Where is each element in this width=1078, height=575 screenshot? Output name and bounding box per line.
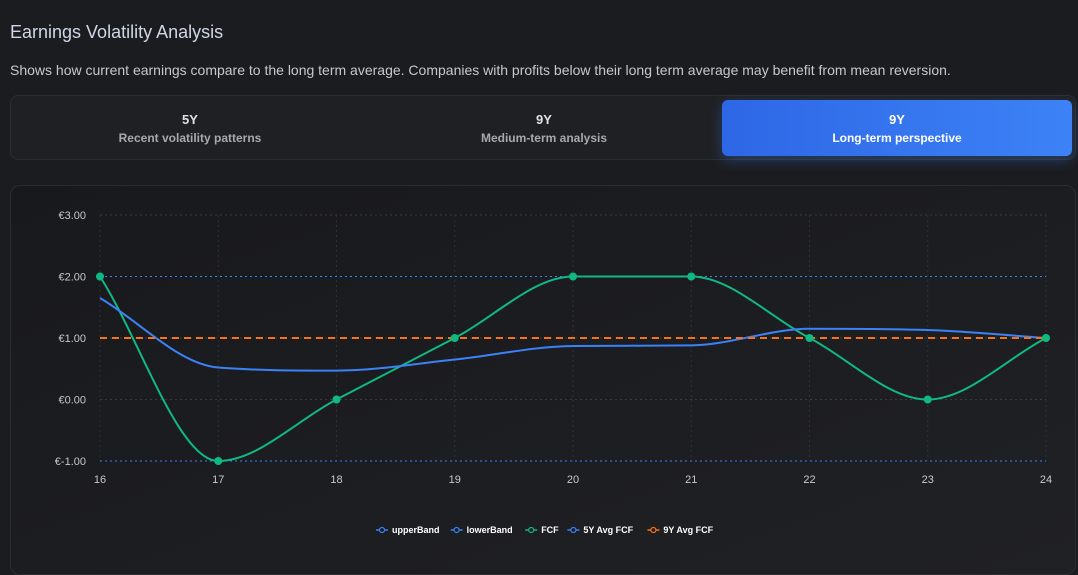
- page-title: Earnings Volatility Analysis: [10, 22, 224, 42]
- chart-panel: [10, 185, 1076, 575]
- tab-sublabel: Medium-term analysis: [480, 130, 608, 145]
- tab-5y[interactable]: 5Y Recent volatility patterns: [15, 100, 365, 156]
- tab-label: 9Y: [889, 111, 905, 127]
- page-subtitle: Shows how current earnings compare to th…: [10, 62, 951, 78]
- tab-9y-medium[interactable]: 9Y Medium-term analysis: [369, 100, 719, 156]
- tab-sublabel: Recent volatility patterns: [118, 130, 262, 145]
- tab-label: 5Y: [182, 111, 198, 127]
- tab-9y-long[interactable]: 9Y Long-term perspective: [722, 100, 1072, 156]
- tab-sublabel: Long-term perspective: [832, 130, 962, 145]
- tab-label: 9Y: [536, 111, 552, 127]
- period-tabs: 5Y Recent volatility patterns 9Y Medium-…: [10, 95, 1076, 160]
